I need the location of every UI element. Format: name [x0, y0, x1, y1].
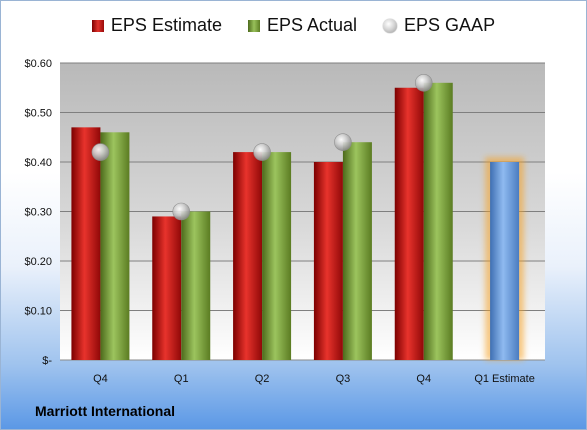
y-tick-label: $0.10 [24, 306, 52, 318]
legend: EPS Estimate EPS Actual EPS GAAP [1, 15, 586, 36]
x-tick-label: Q1 [174, 373, 189, 385]
eps-actual-bar [342, 142, 372, 360]
x-tick-label: Q4 [93, 373, 108, 385]
y-tick-label: $- [42, 355, 52, 367]
x-tick-label: Q4 [416, 373, 431, 385]
legend-item-eps-estimate: EPS Estimate [91, 15, 222, 36]
eps-gaap-marker [172, 202, 191, 221]
legend-swatch-eps-gaap [383, 18, 398, 33]
y-tick-label: $0.60 [24, 58, 52, 70]
legend-swatch-eps-estimate [91, 19, 104, 32]
eps-gaap-marker [91, 143, 110, 161]
eps-actual-bar [100, 132, 130, 360]
x-tick-label: Q1 Estimate [474, 373, 535, 385]
eps-actual-bar [262, 152, 292, 360]
eps-actual-bar [423, 82, 453, 361]
eps-estimate-bar [152, 216, 182, 360]
legend-swatch-eps-actual [247, 19, 260, 32]
legend-label-eps-actual: EPS Actual [266, 15, 358, 35]
x-tick-label: Q3 [336, 373, 351, 385]
legend-item-eps-gaap: EPS GAAP [383, 15, 495, 36]
y-tick-label: $0.30 [24, 207, 52, 219]
eps-estimate-forecast-bar [490, 162, 520, 360]
legend-label-eps-estimate: EPS Estimate [110, 15, 222, 35]
y-tick-label: $0.50 [24, 108, 52, 120]
eps-estimate-bar [233, 152, 263, 360]
eps-estimate-bar [313, 162, 343, 360]
y-tick-label: $0.40 [24, 157, 52, 169]
eps-estimate-bar [71, 127, 101, 360]
x-tick-label: Q2 [255, 373, 270, 385]
eps-gaap-marker [334, 133, 352, 151]
legend-item-eps-actual: EPS Actual [247, 15, 358, 36]
y-tick-label: $0.20 [24, 256, 52, 268]
eps-actual-bar [181, 211, 211, 360]
legend-label-eps-gaap: EPS GAAP [404, 15, 496, 35]
eps-gaap-marker [414, 74, 433, 92]
eps-estimate-bar [394, 87, 424, 360]
eps-gaap-marker [253, 143, 271, 161]
company-name: Marriott International [35, 403, 176, 419]
